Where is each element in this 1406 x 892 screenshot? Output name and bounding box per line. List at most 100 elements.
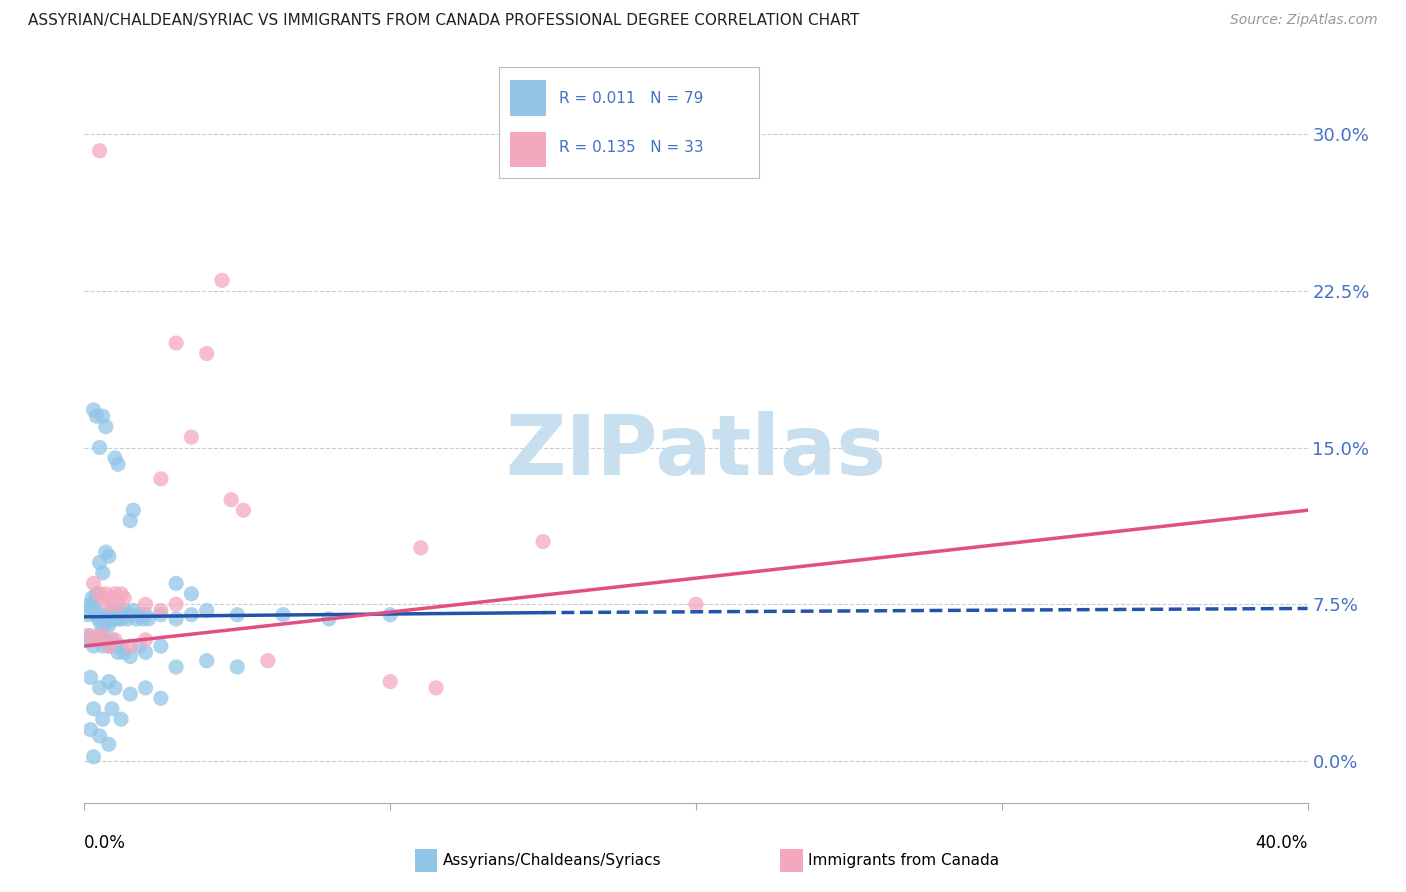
Point <box>89 587 111 601</box>
Point <box>211 273 233 287</box>
Point <box>93 618 115 632</box>
Point <box>107 597 129 611</box>
Point <box>219 492 242 507</box>
Point <box>165 612 187 626</box>
Point <box>125 612 148 626</box>
Point <box>165 660 187 674</box>
Point <box>104 632 127 647</box>
Point <box>138 612 160 626</box>
Point <box>79 629 101 643</box>
Point <box>96 607 118 622</box>
Point <box>76 629 98 643</box>
Point <box>83 702 105 716</box>
Point <box>97 737 120 751</box>
FancyBboxPatch shape <box>509 131 546 168</box>
Text: Assyrians/Chaldeans/Syriacs: Assyrians/Chaldeans/Syriacs <box>443 854 661 868</box>
Point <box>89 556 111 570</box>
Point <box>135 597 157 611</box>
Point <box>98 612 121 626</box>
Point <box>120 687 142 701</box>
Point <box>128 639 150 653</box>
Point <box>122 503 145 517</box>
Point <box>149 639 172 653</box>
Point <box>83 639 105 653</box>
Point <box>112 591 135 605</box>
Point <box>380 607 402 622</box>
Point <box>110 712 132 726</box>
Point <box>91 612 114 626</box>
Point <box>380 674 402 689</box>
Point <box>180 607 202 622</box>
Point <box>226 660 249 674</box>
Point <box>108 607 131 622</box>
Point <box>94 545 117 559</box>
Point <box>135 632 157 647</box>
Point <box>112 645 135 659</box>
Point <box>531 534 554 549</box>
Point <box>112 603 135 617</box>
Point <box>111 607 134 622</box>
Point <box>135 607 157 622</box>
Point <box>86 409 108 424</box>
Point <box>101 591 124 605</box>
Point <box>90 618 112 632</box>
Point <box>105 603 128 617</box>
Point <box>83 403 105 417</box>
Point <box>180 430 202 444</box>
Point <box>104 607 127 622</box>
Point <box>115 612 138 626</box>
Point <box>89 629 111 643</box>
Point <box>110 612 132 626</box>
Text: Immigrants from Canada: Immigrants from Canada <box>808 854 1000 868</box>
Point <box>79 597 101 611</box>
Point <box>110 639 132 653</box>
Point <box>91 639 114 653</box>
Point <box>409 541 432 555</box>
Point <box>180 587 202 601</box>
Text: 40.0%: 40.0% <box>1256 834 1308 852</box>
Point <box>84 601 107 615</box>
Point <box>120 649 142 664</box>
Point <box>91 629 114 643</box>
Point <box>271 607 294 622</box>
Point <box>107 457 129 471</box>
Text: R = 0.135   N = 33: R = 0.135 N = 33 <box>560 140 703 154</box>
Point <box>87 612 110 626</box>
Point <box>149 472 172 486</box>
Point <box>97 597 120 611</box>
Point <box>149 603 172 617</box>
FancyBboxPatch shape <box>509 80 546 116</box>
Point <box>104 450 127 465</box>
Point <box>79 670 101 684</box>
Point <box>83 597 105 611</box>
Point <box>79 632 101 647</box>
Point <box>165 576 187 591</box>
Point <box>131 612 153 626</box>
Point <box>226 607 249 622</box>
Point <box>110 587 132 601</box>
Point <box>91 566 114 580</box>
Text: ZIPatlas: ZIPatlas <box>506 411 886 492</box>
Point <box>104 587 127 601</box>
Point <box>101 632 124 647</box>
Point <box>77 603 100 617</box>
Point <box>149 691 172 706</box>
Point <box>97 549 120 564</box>
Point <box>318 612 340 626</box>
Point <box>135 681 157 695</box>
Point <box>91 409 114 424</box>
Text: ASSYRIAN/CHALDEAN/SYRIAC VS IMMIGRANTS FROM CANADA PROFESSIONAL DEGREE CORRELATI: ASSYRIAN/CHALDEAN/SYRIAC VS IMMIGRANTS F… <box>28 13 859 29</box>
Point <box>101 702 124 716</box>
Point <box>89 607 111 622</box>
Point <box>149 607 172 622</box>
Point <box>104 639 127 653</box>
Point <box>79 723 101 737</box>
Point <box>195 346 218 360</box>
Point <box>128 607 150 622</box>
Point <box>101 603 124 617</box>
Point <box>120 514 142 528</box>
Point <box>97 674 120 689</box>
Point <box>83 749 105 764</box>
Point <box>94 612 117 626</box>
Text: 0.0%: 0.0% <box>84 834 127 852</box>
